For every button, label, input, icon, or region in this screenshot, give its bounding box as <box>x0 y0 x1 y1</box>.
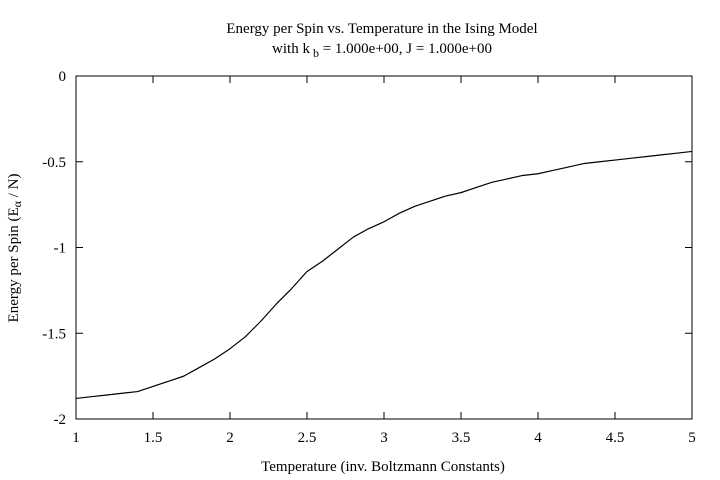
x-tick-label: 4 <box>534 430 542 446</box>
x-tick-label: 2.5 <box>298 430 317 446</box>
y-tick-label: -1.5 <box>42 326 66 342</box>
x-axis-label: Temperature (inv. Boltzmann Constants) <box>261 459 505 475</box>
y-axis-label-symbol: α <box>10 200 24 207</box>
x-tick-label: 1.5 <box>144 430 163 446</box>
plot-area: 1 1.5 2 2.5 3 3.5 4 4.5 5 -2 -1.5 -1 -0.5 0 <box>42 69 696 446</box>
y-tick-label: -2 <box>54 412 67 428</box>
chart-title-line1: Energy per Spin vs. Temperature in the I… <box>226 21 537 37</box>
y-axis-label-suffix: / N) <box>6 174 22 202</box>
y-axis-label: Energy per Spin (Eα / N) <box>6 174 24 323</box>
y-axis-label-prefix: Energy per Spin (E <box>6 207 22 322</box>
y-tick-label: -1 <box>54 241 67 257</box>
y-tick-label: -0.5 <box>42 155 66 171</box>
chart-title-line2-prefix: with k <box>272 41 310 57</box>
x-tick-label: 5 <box>688 430 696 446</box>
y-tick-label: 0 <box>59 69 67 85</box>
x-tick-label: 3 <box>380 430 388 446</box>
x-tick-label: 3.5 <box>452 430 471 446</box>
plot-frame <box>75 75 693 420</box>
x-tick-label: 4.5 <box>606 430 625 446</box>
chart-title-line2-suffix: = 1.000e+00, J = 1.000e+00 <box>319 41 492 57</box>
series-line <box>75 150 693 400</box>
chart-title-line2-subscript: b <box>313 46 319 60</box>
x-tick-label: 2 <box>226 430 234 446</box>
x-tick-label: 1 <box>72 430 80 446</box>
